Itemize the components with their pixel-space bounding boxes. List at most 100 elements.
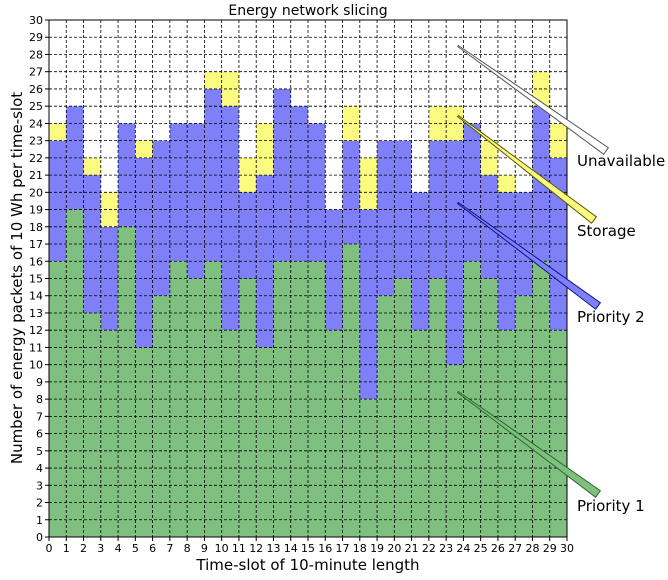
x-tick-label: 16 (318, 542, 332, 555)
y-tick-label: 27 (29, 66, 43, 79)
bar-priority-1-20 (394, 278, 412, 537)
bar-priority-2-9 (204, 88, 222, 262)
y-tick-label: 30 (29, 14, 43, 27)
bar-unavailable-5 (135, 20, 153, 141)
x-tick-label: 14 (284, 542, 298, 555)
bar-storage-5 (135, 140, 153, 158)
bar-unavailable-19 (377, 20, 395, 141)
bar-priority-1-27 (515, 295, 533, 537)
legend-label-storage: Storage (577, 222, 636, 240)
y-tick-label: 19 (29, 204, 43, 217)
y-tick-label: 8 (36, 393, 43, 406)
x-tick-label: 22 (422, 542, 436, 555)
x-tick-label: 3 (97, 542, 104, 555)
bar-priority-2-0 (49, 140, 67, 262)
bar-unavailable-17 (342, 20, 360, 107)
bar-unavailable-24 (463, 20, 481, 124)
x-tick-label: 12 (249, 542, 263, 555)
legend-pointer-priority-2 (456, 201, 602, 310)
y-tick-label: 4 (36, 462, 43, 475)
bar-priority-2-6 (152, 140, 170, 296)
legend-label-priority-1: Priority 1 (577, 497, 645, 515)
y-tick-label: 11 (29, 341, 43, 354)
x-tick-label: 11 (232, 542, 246, 555)
x-tick-label: 28 (525, 542, 539, 555)
y-tick-label: 24 (29, 117, 43, 130)
bar-priority-1-12 (256, 347, 274, 537)
bar-priority-2-16 (325, 209, 343, 331)
y-tick-label: 22 (29, 152, 43, 165)
legend-layer: Unavailable Storage Priority 2 Priority 1 (456, 44, 665, 515)
y-tick-label: 0 (36, 531, 43, 544)
bar-storage-26 (497, 175, 516, 193)
x-tick-label: 27 (508, 542, 522, 555)
legend-pointer-priority-1 (456, 390, 602, 498)
y-tick-label: 1 (36, 514, 43, 527)
bar-priority-2-8 (187, 123, 205, 279)
bar-unavailable-25 (480, 20, 498, 141)
x-tick-label: 15 (301, 542, 315, 555)
bar-priority-1-9 (204, 261, 222, 537)
y-tick-label: 26 (29, 83, 43, 96)
bar-unavailable-27 (515, 20, 533, 193)
y-tick-label: 25 (29, 100, 43, 113)
x-tick-label: 0 (46, 542, 53, 555)
y-tick-label: 23 (29, 135, 43, 148)
bar-unavailable-1 (66, 20, 84, 107)
bar-priority-1-2 (83, 312, 101, 537)
y-tick-label: 13 (29, 307, 43, 320)
legend-pointer-unavailable (456, 44, 610, 155)
bar-storage-22 (428, 106, 447, 141)
bar-unavailable-9 (204, 20, 222, 72)
y-tick-label: 28 (29, 48, 43, 61)
y-tick-label: 5 (36, 445, 43, 458)
x-tick-label: 2 (80, 542, 87, 555)
bar-unavailable-6 (152, 20, 170, 141)
y-tick-label: 3 (36, 479, 43, 492)
y-tick-label: 29 (29, 31, 43, 44)
bar-priority-1-1 (66, 209, 84, 538)
bar-priority-1-25 (480, 278, 498, 537)
x-tick-label: 20 (387, 542, 401, 555)
bar-storage-29 (549, 123, 567, 158)
x-tick-label: 19 (370, 542, 384, 555)
x-tick-label: 7 (166, 542, 173, 555)
bar-unavailable-0 (49, 20, 67, 124)
bar-unavailable-28 (532, 20, 550, 72)
y-tick-label: 12 (29, 324, 43, 337)
bar-priority-2-28 (532, 106, 550, 262)
bar-priority-2-27 (515, 192, 533, 296)
legend-label-priority-2: Priority 2 (577, 308, 645, 326)
bar-unavailable-10 (221, 20, 239, 72)
bar-unavailable-14 (290, 20, 308, 107)
bar-priority-1-17 (342, 244, 360, 538)
x-tick-label: 24 (456, 542, 470, 555)
bar-unavailable-29 (549, 20, 567, 124)
bar-unavailable-16 (325, 20, 343, 210)
bar-priority-2-11 (238, 192, 257, 279)
bar-storage-18 (359, 157, 378, 210)
x-tick-label: 25 (474, 542, 488, 555)
bar-storage-0 (49, 123, 67, 141)
x-tick-label: 18 (353, 542, 367, 555)
bar-unavailable-7 (169, 20, 188, 124)
bar-storage-12 (256, 123, 274, 176)
y-tick-label: 15 (29, 273, 43, 286)
y-axis-label: Number of energy packets of 10 Wh per ti… (8, 92, 26, 464)
x-tick-label: 29 (543, 542, 557, 555)
x-tick-label: 1 (63, 542, 70, 555)
legend-label-unavailable: Unavailable (577, 152, 665, 170)
x-tick-label: 6 (149, 542, 156, 555)
x-tick-label: 23 (439, 542, 453, 555)
x-axis-label: Time-slot of 10-minute length (195, 556, 419, 574)
bar-priority-2-5 (135, 157, 153, 348)
bar-priority-2-10 (221, 106, 239, 331)
bar-storage-9 (204, 71, 222, 89)
y-tick-label: 16 (29, 255, 43, 268)
bar-priority-2-14 (290, 106, 308, 262)
legend-pointer-storage (456, 114, 598, 224)
x-tick-label: 30 (560, 542, 574, 555)
y-tick-label: 17 (29, 238, 43, 251)
